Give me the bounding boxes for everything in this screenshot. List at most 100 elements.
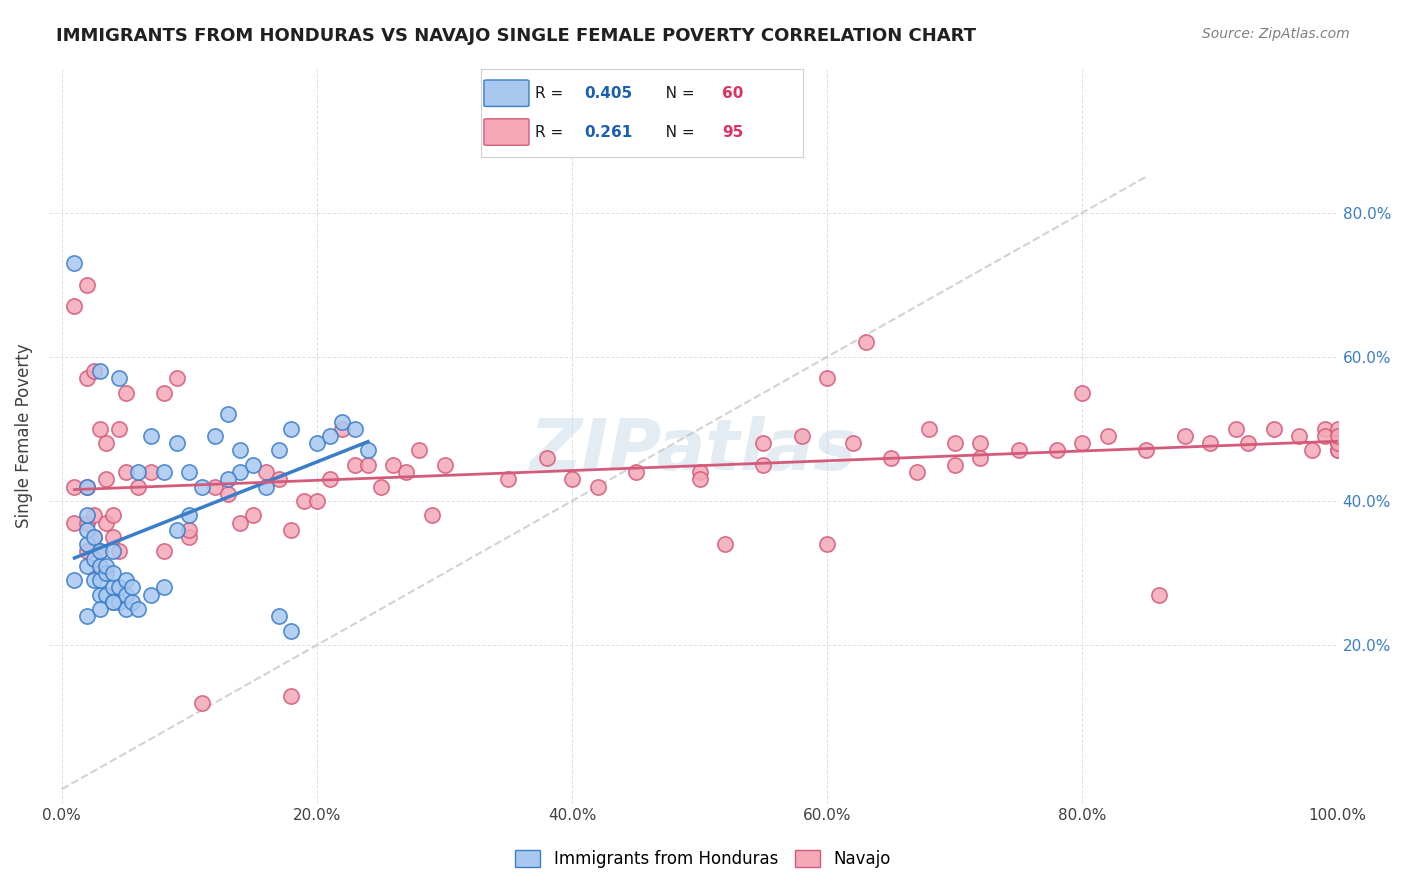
Text: ZIPatlas: ZIPatlas [530, 417, 858, 485]
Point [101, 544, 124, 558]
Point [280, 422, 302, 436]
Point [382, 458, 405, 472]
Point [370, 479, 392, 493]
Point [89, 602, 111, 616]
Point [1326, 429, 1348, 443]
Point [714, 537, 737, 551]
Point [1326, 443, 1348, 458]
Point [76, 544, 98, 558]
Point [842, 436, 865, 450]
Point [76, 523, 98, 537]
Point [121, 595, 143, 609]
Point [242, 458, 264, 472]
Point [1199, 436, 1222, 450]
Point [318, 429, 340, 443]
Point [943, 436, 966, 450]
Point [1008, 443, 1031, 458]
Point [153, 385, 176, 400]
Point [76, 277, 98, 292]
Point [1301, 443, 1323, 458]
Point [89, 573, 111, 587]
Text: Source: ZipAtlas.com: Source: ZipAtlas.com [1202, 27, 1350, 41]
Point [83, 530, 105, 544]
Point [101, 595, 124, 609]
Point [1046, 443, 1069, 458]
Point [114, 465, 136, 479]
Point [89, 422, 111, 436]
Point [1071, 436, 1094, 450]
Point [63, 573, 86, 587]
Point [63, 516, 86, 530]
Point [108, 422, 131, 436]
Point [229, 516, 252, 530]
Point [561, 472, 583, 486]
Point [114, 602, 136, 616]
Point [292, 494, 315, 508]
Point [267, 472, 290, 486]
Point [76, 508, 98, 523]
Point [217, 472, 239, 486]
Point [229, 465, 252, 479]
Y-axis label: Single Female Poverty: Single Female Poverty [15, 343, 32, 528]
Point [96, 566, 118, 580]
Point [752, 436, 775, 450]
Point [1326, 443, 1348, 458]
Point [166, 436, 188, 450]
Point [332, 422, 354, 436]
Point [1225, 422, 1247, 436]
Point [305, 436, 328, 450]
Point [114, 385, 136, 400]
Point [166, 371, 188, 385]
Point [254, 479, 277, 493]
Point [89, 566, 111, 580]
Point [1326, 436, 1348, 450]
Point [536, 450, 558, 465]
Point [139, 429, 162, 443]
Point [76, 479, 98, 493]
Point [918, 422, 941, 436]
Point [280, 689, 302, 703]
Point [114, 573, 136, 587]
Point [267, 443, 290, 458]
Point [1326, 422, 1348, 436]
Point [217, 487, 239, 501]
Point [121, 581, 143, 595]
Point [108, 544, 131, 558]
Point [1135, 443, 1157, 458]
Point [83, 530, 105, 544]
Point [254, 465, 277, 479]
Point [139, 465, 162, 479]
Point [63, 256, 86, 270]
Point [229, 443, 252, 458]
Point [179, 508, 201, 523]
Point [139, 588, 162, 602]
Point [305, 494, 328, 508]
Point [332, 415, 354, 429]
Point [217, 408, 239, 422]
Point [191, 696, 214, 710]
Point [83, 508, 105, 523]
Point [357, 458, 380, 472]
Point [179, 465, 201, 479]
Point [815, 537, 838, 551]
Point [76, 516, 98, 530]
Point [880, 450, 903, 465]
Point [689, 472, 711, 486]
Point [108, 595, 131, 609]
Point [96, 558, 118, 573]
Point [408, 443, 430, 458]
Point [101, 530, 124, 544]
Point [344, 422, 367, 436]
Point [153, 465, 176, 479]
Point [943, 458, 966, 472]
Point [76, 609, 98, 624]
Point [433, 458, 456, 472]
Point [89, 364, 111, 378]
Point [344, 458, 367, 472]
Point [969, 436, 991, 450]
Point [76, 479, 98, 493]
Point [1288, 429, 1310, 443]
Point [89, 544, 111, 558]
Point [179, 523, 201, 537]
Point [179, 530, 201, 544]
